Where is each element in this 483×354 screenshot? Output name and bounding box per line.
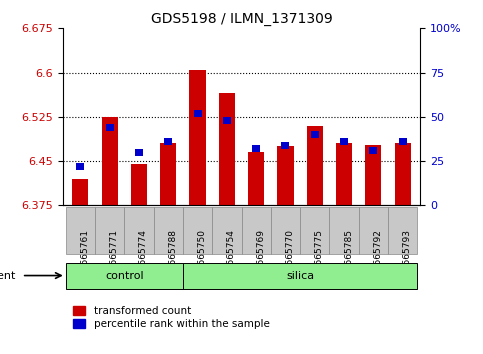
Bar: [248, 152, 264, 205]
Bar: [131, 164, 147, 205]
Text: agent: agent: [0, 270, 16, 281]
Bar: [135, 149, 143, 156]
Bar: [219, 93, 235, 205]
Title: GDS5198 / ILMN_1371309: GDS5198 / ILMN_1371309: [151, 12, 332, 26]
Bar: [160, 143, 176, 205]
FancyBboxPatch shape: [388, 207, 417, 254]
Bar: [340, 138, 348, 145]
Text: GSM665785: GSM665785: [344, 229, 353, 284]
Text: silica: silica: [286, 270, 314, 281]
Bar: [311, 131, 319, 138]
Text: GSM665761: GSM665761: [80, 229, 89, 284]
Text: GSM665754: GSM665754: [227, 229, 236, 284]
Bar: [189, 70, 206, 205]
FancyBboxPatch shape: [183, 207, 212, 254]
FancyBboxPatch shape: [124, 207, 154, 254]
FancyBboxPatch shape: [183, 263, 417, 289]
FancyBboxPatch shape: [271, 207, 300, 254]
Bar: [398, 138, 407, 145]
Text: GSM665771: GSM665771: [110, 229, 119, 284]
Bar: [101, 117, 118, 205]
Text: GSM665750: GSM665750: [198, 229, 207, 284]
Text: GSM665775: GSM665775: [315, 229, 324, 284]
FancyBboxPatch shape: [212, 207, 242, 254]
Bar: [164, 138, 172, 145]
Bar: [194, 110, 201, 117]
Bar: [252, 145, 260, 152]
FancyBboxPatch shape: [95, 207, 124, 254]
FancyBboxPatch shape: [66, 207, 95, 254]
Bar: [282, 142, 289, 149]
Text: GSM665793: GSM665793: [403, 229, 412, 284]
Bar: [106, 124, 114, 131]
Bar: [223, 117, 231, 124]
FancyBboxPatch shape: [154, 207, 183, 254]
Bar: [369, 147, 377, 154]
Legend: transformed count, percentile rank within the sample: transformed count, percentile rank withi…: [73, 306, 270, 329]
Text: GSM665792: GSM665792: [373, 229, 383, 284]
Text: GSM665788: GSM665788: [168, 229, 177, 284]
Bar: [395, 143, 411, 205]
Text: GSM665770: GSM665770: [285, 229, 295, 284]
FancyBboxPatch shape: [242, 207, 271, 254]
FancyBboxPatch shape: [66, 263, 183, 289]
Bar: [277, 146, 294, 205]
FancyBboxPatch shape: [300, 207, 329, 254]
Text: GSM665774: GSM665774: [139, 229, 148, 284]
Bar: [336, 143, 352, 205]
Bar: [76, 163, 85, 170]
Text: GSM665769: GSM665769: [256, 229, 265, 284]
Bar: [307, 126, 323, 205]
FancyBboxPatch shape: [329, 207, 359, 254]
Bar: [72, 179, 88, 205]
Bar: [365, 144, 382, 205]
FancyBboxPatch shape: [359, 207, 388, 254]
Text: control: control: [105, 270, 143, 281]
